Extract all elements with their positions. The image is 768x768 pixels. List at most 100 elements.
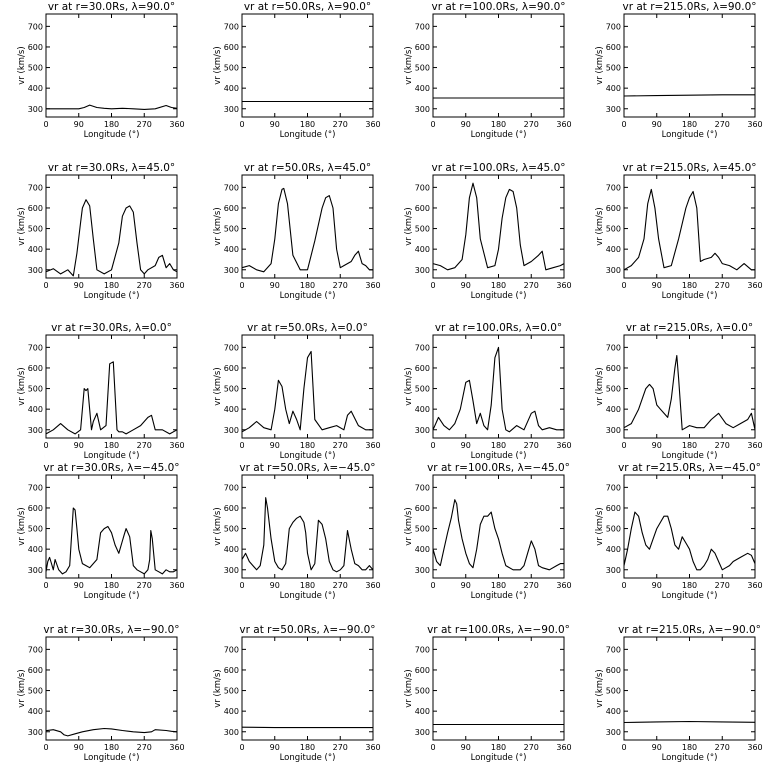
x-tick-label: 270 — [137, 281, 152, 290]
x-axis-label: Longitude (°) — [471, 451, 527, 461]
panel-title: vr at r=215.0Rs, λ=−90.0° — [618, 624, 761, 636]
x-tick-label: 360 — [365, 120, 380, 129]
x-axis-label: Longitude (°) — [280, 130, 336, 140]
plot-frame — [241, 174, 374, 279]
y-tick-label: 500 — [224, 225, 239, 234]
y-tick-label: 700 — [415, 645, 430, 654]
x-tick-label: 270 — [333, 120, 348, 129]
y-tick-label: 700 — [606, 183, 621, 192]
plot-frame — [45, 13, 178, 118]
y-tick-label: 700 — [28, 22, 43, 31]
x-tick-label: 360 — [169, 743, 184, 752]
x-tick-label: 270 — [715, 441, 730, 450]
x-tick-label: 180 — [682, 281, 697, 290]
x-tick-label: 360 — [365, 581, 380, 590]
x-tick-label: 180 — [682, 120, 697, 129]
panel-title: vr at r=30.0Rs, λ=45.0° — [48, 162, 175, 174]
y-tick-label: 300 — [28, 266, 43, 275]
x-tick-label: 0 — [430, 120, 435, 129]
panel: vr at r=100.0Rs, λ=−45.0° 0 90 180 270 360 300… — [404, 462, 572, 601]
plot-frame — [241, 334, 374, 439]
x-tick-label: 90 — [461, 441, 471, 450]
x-tick-label: 360 — [365, 281, 380, 290]
x-axis-label: Longitude (°) — [471, 591, 527, 601]
panel-title: vr at r=215.0Rs, λ=90.0° — [622, 1, 756, 13]
y-tick-label: 300 — [606, 728, 621, 737]
panel-title: vr at r=50.0Rs, λ=90.0° — [244, 1, 371, 13]
y-tick-label: 500 — [415, 225, 430, 234]
y-tick-label: 300 — [415, 426, 430, 435]
panel-title: vr at r=50.0Rs, λ=0.0° — [247, 322, 368, 334]
y-axis-label: vr (km/s) — [17, 46, 27, 84]
y-axis-label: vr (km/s) — [213, 367, 223, 405]
panel-title: vr at r=30.0Rs, λ=90.0° — [48, 1, 175, 13]
y-axis-label: vr (km/s) — [404, 46, 414, 84]
y-tick-label: 600 — [28, 204, 43, 213]
plot-frame — [432, 13, 565, 118]
y-tick-label: 600 — [415, 504, 430, 513]
x-tick-label: 360 — [747, 581, 762, 590]
y-tick-label: 600 — [415, 43, 430, 52]
y-tick-label: 400 — [415, 84, 430, 93]
y-tick-label: 400 — [606, 545, 621, 554]
y-tick-label: 300 — [415, 105, 430, 114]
y-tick-label: 300 — [28, 728, 43, 737]
plot-frame — [241, 636, 374, 741]
y-tick-label: 400 — [415, 707, 430, 716]
panel-title: vr at r=30.0Rs, λ=0.0° — [51, 322, 172, 334]
x-tick-label: 270 — [715, 581, 730, 590]
y-tick-label: 500 — [606, 525, 621, 534]
x-tick-label: 0 — [621, 581, 626, 590]
x-tick-label: 360 — [556, 281, 571, 290]
y-tick-label: 600 — [224, 666, 239, 675]
panel: vr at r=30.0Rs, λ=90.0° 0 90 180 270 360 300 40… — [17, 1, 185, 140]
x-tick-label: 360 — [556, 120, 571, 129]
panel: vr at r=50.0Rs, λ=0.0° 0 90 180 270 360 300 400… — [213, 322, 381, 461]
y-tick-label: 700 — [415, 343, 430, 352]
y-tick-label: 400 — [224, 545, 239, 554]
x-tick-label: 90 — [652, 581, 662, 590]
x-axis-label: Longitude (°) — [280, 753, 336, 763]
series-line — [241, 497, 374, 573]
x-tick-label: 360 — [169, 281, 184, 290]
y-tick-label: 400 — [224, 405, 239, 414]
series-line — [432, 182, 565, 271]
x-tick-label: 270 — [715, 281, 730, 290]
x-tick-label: 270 — [524, 441, 539, 450]
y-tick-label: 500 — [224, 525, 239, 534]
y-tick-label: 300 — [224, 266, 239, 275]
y-tick-label: 600 — [415, 666, 430, 675]
x-tick-label: 360 — [747, 120, 762, 129]
series-line — [432, 499, 564, 571]
y-tick-label: 500 — [606, 225, 621, 234]
y-tick-label: 700 — [28, 343, 43, 352]
panel-title: vr at r=30.0Rs, λ=−90.0° — [43, 624, 179, 636]
x-tick-label: 180 — [682, 441, 697, 450]
panel: vr at r=100.0Rs, λ=90.0° 0 90 180 270 360 300 4… — [404, 1, 572, 140]
x-tick-label: 360 — [556, 441, 571, 450]
y-axis-label: vr (km/s) — [404, 367, 414, 405]
x-axis-label: Longitude (°) — [662, 753, 718, 763]
y-tick-label: 600 — [28, 504, 43, 513]
y-tick-label: 300 — [224, 566, 239, 575]
y-axis-label: vr (km/s) — [595, 207, 605, 245]
y-tick-label: 400 — [224, 707, 239, 716]
x-axis-label: Longitude (°) — [280, 291, 336, 301]
y-tick-label: 500 — [224, 687, 239, 696]
series-line — [241, 187, 373, 273]
x-axis-label: Longitude (°) — [84, 130, 140, 140]
y-tick-label: 300 — [415, 728, 430, 737]
plot-frame — [45, 174, 178, 279]
x-tick-label: 360 — [556, 743, 571, 752]
panel-title: vr at r=100.0Rs, λ=90.0° — [431, 1, 565, 13]
x-axis-label: Longitude (°) — [471, 130, 527, 140]
x-tick-label: 270 — [715, 743, 730, 752]
panel-title: vr at r=100.0Rs, λ=−90.0° — [427, 624, 570, 636]
x-axis-label: Longitude (°) — [662, 451, 718, 461]
series-line — [623, 355, 756, 431]
y-tick-label: 700 — [224, 645, 239, 654]
y-tick-label: 700 — [415, 483, 430, 492]
x-tick-label: 90 — [461, 281, 471, 290]
y-tick-label: 700 — [224, 22, 239, 31]
y-tick-label: 700 — [606, 645, 621, 654]
